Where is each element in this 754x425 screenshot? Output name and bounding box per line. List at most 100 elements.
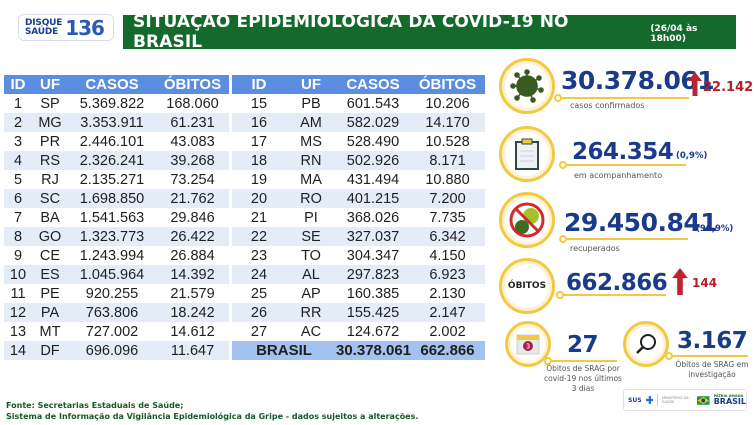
cell-id: 27 — [250, 323, 268, 340]
total-obitos: 662.866 — [420, 342, 475, 359]
cell-obitos: 43.083 — [170, 133, 215, 150]
table-body: 15 PB 601.543 10.206 16 AM 582.029 14.170 17 MS 52… — [232, 94, 485, 341]
cell-casos: 1.541.563 — [79, 209, 145, 226]
cell-uf: DF — [40, 342, 60, 359]
cell-casos: 304.347 — [346, 247, 400, 264]
cell-casos: 401.215 — [346, 190, 400, 207]
cell-uf: RJ — [41, 171, 59, 188]
cell-casos: 601.543 — [346, 95, 400, 112]
cell-casos: 763.806 — [85, 304, 139, 321]
monitoring-value: 264.354 — [572, 139, 674, 165]
cell-obitos: 18.242 — [170, 304, 215, 321]
table-row: 23 TO 304.347 4.150 — [232, 246, 485, 265]
page-title: SITUAÇÃO EPIDEMIOLÓGICA DA COVID-19 NO B… — [133, 12, 569, 52]
cell-casos: 2.326.241 — [79, 152, 145, 169]
cell-obitos: 6.923 — [429, 266, 466, 283]
source-footnote: Fonte: Secretarias Estaduais de Saúde; S… — [6, 400, 418, 422]
ministerio-saude-text: MINISTÉRIO DA SAÚDE — [662, 396, 689, 404]
connector-line — [672, 355, 748, 357]
cell-id: 5 — [13, 171, 23, 188]
logo-text: DISQUE SAÚDE — [25, 18, 62, 37]
states-table-left: ID UF CASOS ÓBITOS 1 SP 5.369.822 168.060 2 M… — [4, 75, 229, 360]
cell-casos: 124.672 — [346, 323, 400, 340]
cell-uf: BA — [40, 209, 60, 226]
table-row: 13 MT 727.002 14.612 — [4, 322, 229, 341]
cell-casos: 5.369.822 — [79, 95, 145, 112]
brazil-flag-icon — [697, 395, 710, 405]
cell-casos: 297.823 — [346, 266, 400, 283]
government-logos: SUS MINISTÉRIO DA SAÚDE PÁTRIA AMADA BRA… — [623, 389, 747, 411]
recovered-value: 29.450.841 — [564, 208, 718, 237]
patria-amada-brasil: PÁTRIA AMADA BRASIL — [714, 394, 746, 406]
connector-line — [566, 164, 686, 166]
table-row: 4 RS 2.326.241 39.268 — [4, 151, 229, 170]
disque-saude-136-logo: DISQUE SAÚDE 136 — [18, 14, 114, 41]
cell-uf: RR — [300, 304, 322, 321]
cell-uf: TO — [301, 247, 321, 264]
calendar-icon: 3 — [505, 321, 551, 367]
cell-id: 10 — [9, 266, 27, 283]
deaths-delta: 144 — [692, 276, 718, 290]
cell-casos: 920.255 — [85, 285, 139, 302]
cell-id: 15 — [250, 95, 268, 112]
table-row: 12 PA 763.806 18.242 — [4, 303, 229, 322]
header-banner: SITUAÇÃO EPIDEMIOLÓGICA DA COVID-19 NO B… — [123, 12, 736, 52]
cell-casos: 727.002 — [85, 323, 139, 340]
logo-line2: SAÚDE — [25, 26, 59, 37]
cell-obitos: 14.170 — [425, 114, 470, 131]
table-row: 26 RR 155.425 2.147 — [232, 303, 485, 322]
cell-uf: PR — [39, 133, 61, 150]
patria-text: PÁTRIA AMADA — [713, 394, 744, 398]
cell-id: 23 — [250, 247, 268, 264]
table-row: 11 PE 920.255 21.579 — [4, 284, 229, 303]
cell-casos: 528.490 — [346, 133, 400, 150]
cell-obitos: 2.147 — [429, 304, 466, 321]
cell-id: 16 — [250, 114, 268, 131]
cell-uf: RS — [39, 152, 61, 169]
cell-id: 1 — [13, 95, 23, 112]
cell-id: 6 — [13, 190, 23, 207]
cell-obitos: 29.846 — [170, 209, 215, 226]
cell-casos: 327.037 — [346, 228, 400, 245]
cell-obitos: 11.647 — [170, 342, 215, 359]
logo-number: 136 — [65, 15, 105, 40]
table-row: 21 PI 368.026 7.735 — [232, 208, 485, 227]
footnote-line2: Sistema de Informação da Vigilância Epid… — [6, 412, 419, 421]
table-row: 19 MA 431.494 10.880 — [232, 170, 485, 189]
total-row: BRASIL 30.378.061 662.866 — [232, 341, 485, 360]
cell-obitos: 26.422 — [170, 228, 215, 245]
srag-recent-label: Óbitos de SRAG por covid-19 nos últimos … — [544, 364, 622, 393]
cell-casos: 2.135.271 — [79, 171, 145, 188]
cell-obitos: 21.579 — [170, 285, 215, 302]
cell-id: 2 — [13, 114, 23, 131]
cell-uf: PE — [40, 285, 60, 302]
cell-casos: 160.385 — [346, 285, 400, 302]
total-label: BRASIL — [256, 342, 312, 359]
footnote-line1: Fonte: Secretarias Estaduais de Saúde; — [6, 401, 184, 410]
table-row: 24 AL 297.823 6.923 — [232, 265, 485, 284]
cell-obitos: 14.612 — [170, 323, 215, 340]
cell-casos: 1.045.964 — [79, 266, 145, 283]
states-table-right: ID UF CASOS ÓBITOS 15 PB 601.543 10.206 16 AM… — [232, 75, 485, 360]
brasil-text: BRASIL — [713, 397, 746, 406]
confirmed-delta: 22.142 — [703, 80, 754, 95]
clipboard-icon — [499, 126, 555, 182]
cell-id: 11 — [10, 285, 26, 302]
srag-recent-value: 27 — [567, 332, 599, 358]
cell-uf: ES — [40, 266, 60, 283]
cell-id: 12 — [9, 304, 27, 321]
cell-uf: AM — [300, 114, 322, 131]
cell-uf: SC — [39, 190, 61, 207]
table-row: 22 SE 327.037 6.342 — [232, 227, 485, 246]
cell-uf: MA — [300, 171, 322, 188]
monitoring-pct: (0,9%) — [676, 151, 708, 161]
table-row: 25 AP 160.385 2.130 — [232, 284, 485, 303]
cell-obitos: 2.002 — [429, 323, 466, 340]
cell-casos: 1.698.850 — [79, 190, 145, 207]
deaths-value: 662.866 — [566, 270, 668, 296]
col-uf: UF — [301, 76, 321, 93]
obitos-badge: ÓBITOS — [499, 258, 555, 314]
cell-casos: 582.029 — [346, 114, 400, 131]
cell-casos: 696.096 — [85, 342, 139, 359]
table-row: 17 MS 528.490 10.528 — [232, 132, 485, 151]
